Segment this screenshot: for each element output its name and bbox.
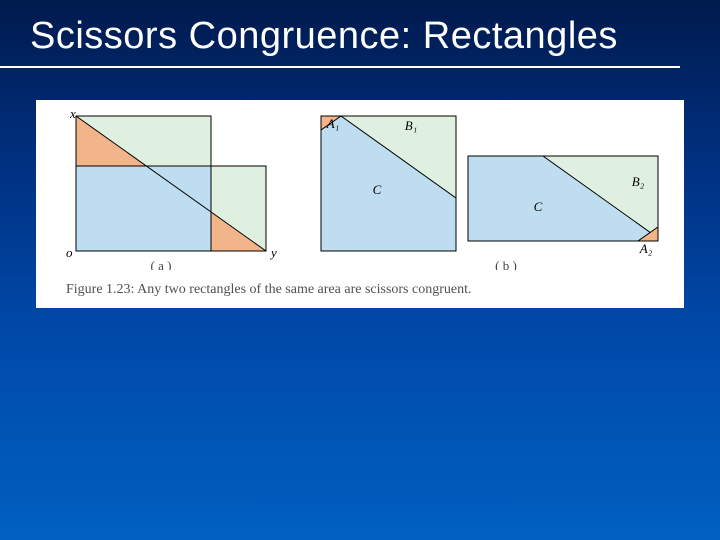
title-underline	[0, 66, 680, 68]
label-part-b: ( b )	[495, 258, 517, 270]
part-b-left: A₁ B₁ C	[321, 116, 456, 251]
label-o: o	[66, 245, 73, 260]
label-B1: B₁	[405, 118, 417, 133]
label-C-left: C	[373, 182, 382, 197]
label-y: y	[269, 245, 277, 260]
slide-title: Scissors Congruence: Rectangles	[30, 15, 618, 58]
part-a: x o y ( a )	[66, 106, 277, 270]
label-x: x	[69, 106, 76, 121]
label-A1: A₁	[326, 116, 339, 131]
label-B2: B₂	[632, 174, 645, 189]
figure-caption: Figure 1.23: Any two rectangles of the s…	[36, 270, 684, 298]
part-b-right: B₂ A₂ C	[468, 156, 658, 256]
label-A2: A₂	[639, 241, 653, 256]
label-C-right: C	[534, 199, 543, 214]
figure-svg: x o y ( a ) A₁ B₁ C	[36, 100, 684, 270]
label-part-a: ( a )	[151, 258, 172, 270]
diagram-area: x o y ( a ) A₁ B₁ C	[36, 100, 684, 270]
figure-panel: x o y ( a ) A₁ B₁ C	[36, 100, 684, 308]
